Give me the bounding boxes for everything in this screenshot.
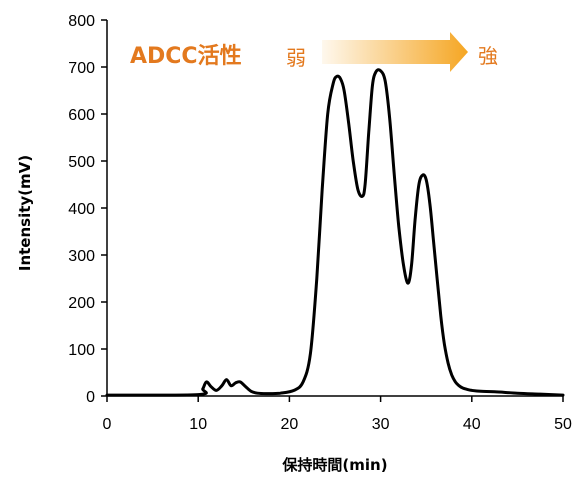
x-tick-label: 30 [372,416,390,433]
x-tick-label: 10 [189,416,207,433]
y-tick-label: 300 [68,248,95,265]
y-tick-label: 200 [68,295,95,312]
x-tick-label: 0 [103,416,112,433]
x-axis-ticks: 0 10 20 30 40 50 [103,396,572,433]
y-axis-ticks: 0 100 200 300 400 500 600 700 800 [68,13,107,406]
x-axis-title: 保持時間(min) [281,456,387,474]
y-tick-label: 800 [68,13,95,30]
y-tick-label: 100 [68,342,95,359]
y-axis-title: Intensity(mV) [16,155,34,271]
y-tick-label: 0 [86,389,95,406]
y-tick-label: 600 [68,107,95,124]
x-tick-label: 50 [554,416,572,433]
y-tick-label: 700 [68,60,95,77]
y-tick-label: 500 [68,154,95,171]
chromatogram-trace [105,68,565,397]
adcc-activity-label: ADCC活性 [130,44,242,69]
weak-label: 弱 [286,46,306,70]
x-tick-label: 20 [281,416,299,433]
activity-gradient-arrow [322,32,468,72]
y-tick-label: 400 [68,201,95,218]
x-tick-label: 40 [463,416,481,433]
strong-label: 強 [478,44,498,68]
